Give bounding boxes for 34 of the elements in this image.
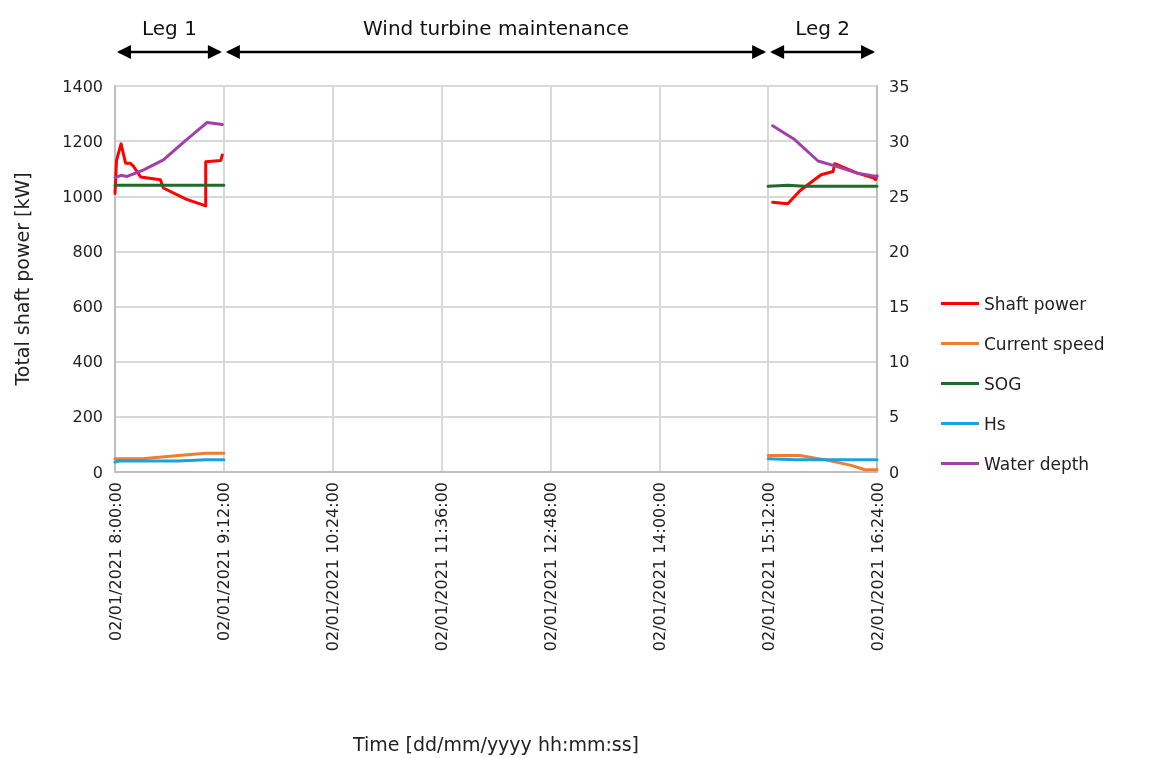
x-tick-label: 02/01/2021 12:48:00 <box>540 482 560 652</box>
y-tick-label: 800 <box>72 241 103 261</box>
legend-label: Hs <box>984 413 1006 434</box>
x-tick-label: 02/01/2021 15:12:00 <box>758 482 778 652</box>
y-tick-label: 1000 <box>62 186 103 206</box>
legend-label: Current speed <box>984 333 1105 354</box>
y2-tick-label: 30 <box>889 131 910 151</box>
x-tick-label: 02/01/2021 9:12:00 <box>214 482 234 641</box>
y2-tick-label: 0 <box>889 462 900 482</box>
legend-label: Water depth <box>984 453 1090 474</box>
y-tick-label: 1200 <box>62 131 103 151</box>
text: Leg 2 <box>795 16 850 40</box>
x-tick-label: 02/01/2021 16:24:00 <box>867 482 887 652</box>
y2-tick-label: 25 <box>889 186 910 206</box>
y2-tick-label: 15 <box>889 297 910 317</box>
x-axis-title: Time [dd/mm/yyyy hh:mm:ss] <box>351 732 640 755</box>
y-tick-label: 0 <box>92 462 103 482</box>
y-tick-label: 200 <box>72 407 103 427</box>
x-tick-label: 02/01/2021 10:24:00 <box>323 482 343 652</box>
legend-label: Shaft power <box>984 293 1087 314</box>
y2-tick-label: 5 <box>889 407 900 427</box>
x-tick-label: 02/01/2021 11:36:00 <box>432 482 452 652</box>
text: Leg 1 <box>141 16 197 40</box>
y-tick-label: 600 <box>72 297 103 317</box>
y2-tick-label: 20 <box>889 241 910 261</box>
x-tick-label: 02/01/2021 14:00:00 <box>649 482 669 652</box>
legend-label: SOG <box>984 373 1022 394</box>
y2-tick-label: 10 <box>889 352 910 372</box>
x-tick-label: 02/01/2021 8:00:00 <box>105 482 125 641</box>
text: Wind turbine maintenance <box>363 16 629 40</box>
y2-tick-label: 35 <box>889 76 910 96</box>
y-tick-label: 1400 <box>62 76 103 96</box>
y-axis-title: Total shaft power [kW] <box>10 172 33 387</box>
y-tick-label: 400 <box>72 352 103 372</box>
